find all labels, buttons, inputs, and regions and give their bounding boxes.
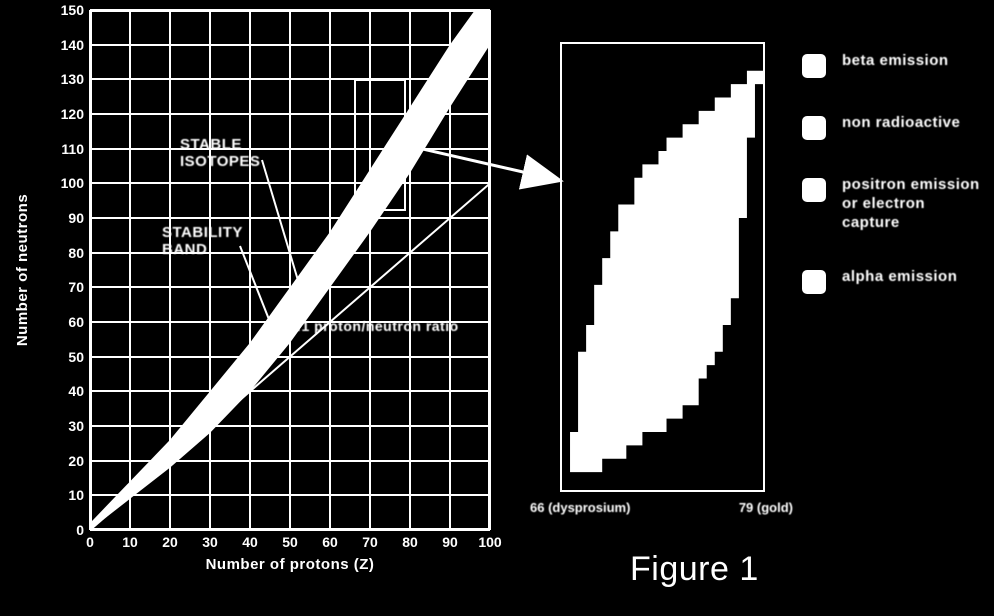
x-tick-label: 40 — [242, 534, 258, 550]
legend-item: alpha emission — [802, 268, 987, 294]
y-tick-label: 130 — [61, 71, 84, 87]
y-axis-label: Number of neutrons — [14, 10, 31, 530]
ratio-line-label: 1:1 proton/neutron ratio — [288, 318, 459, 334]
detail-x-left: 66 (dysprosium) — [530, 500, 630, 515]
legend-label: non radioactive — [842, 114, 960, 133]
y-tick-label: 140 — [61, 37, 84, 53]
y-tick-label: 60 — [68, 314, 84, 330]
legend-swatch — [802, 54, 826, 78]
y-tick-label: 120 — [61, 106, 84, 122]
y-tick-label: 70 — [68, 279, 84, 295]
callout-stability-band: STABILITY BAND — [162, 224, 243, 258]
y-tick-label: 40 — [68, 383, 84, 399]
x-tick-label: 50 — [282, 534, 298, 550]
legend: beta emission non radioactive positron emi… — [802, 52, 987, 330]
x-tick-label: 90 — [442, 534, 458, 550]
callout-line: ISOTOPES — [180, 153, 260, 170]
legend-item: beta emission — [802, 52, 987, 78]
detail-x-right: 79 (gold) — [739, 500, 793, 515]
detail-shape — [562, 44, 763, 490]
legend-item: positron emissionor electron capture — [802, 176, 987, 232]
legend-swatch — [802, 116, 826, 140]
detail-x-labels: 66 (dysprosium) 79 (gold) — [560, 500, 765, 520]
legend-label: alpha emission — [842, 268, 957, 287]
callout-line: STABLE — [180, 136, 242, 153]
y-tick-label: 90 — [68, 210, 84, 226]
zoom-region-box — [354, 79, 406, 211]
callout-line: STABILITY — [162, 224, 243, 241]
plot-area: STABLE ISOTOPES STABILITY BAND 1:1 proto… — [90, 10, 490, 530]
figure-stage: Number of neutrons STABLE ISOTOPES STABI… — [0, 0, 994, 616]
x-tick-label: 30 — [202, 534, 218, 550]
x-tick-label: 0 — [86, 534, 94, 550]
legend-label: beta emission — [842, 52, 949, 71]
x-tick-label: 80 — [402, 534, 418, 550]
legend-label: positron emissionor electron capture — [842, 176, 987, 232]
x-tick-label: 20 — [162, 534, 178, 550]
callout-stable-isotopes: STABLE ISOTOPES — [180, 136, 260, 170]
x-tick-label: 10 — [122, 534, 138, 550]
callout-line: BAND — [162, 241, 243, 258]
y-tick-label: 80 — [68, 245, 84, 261]
y-tick-label: 110 — [61, 141, 84, 157]
x-axis-label: Number of protons (Z) — [90, 556, 490, 573]
legend-swatch — [802, 270, 826, 294]
y-tick-label: 0 — [76, 522, 84, 538]
y-tick-label: 150 — [61, 2, 84, 18]
stability-chart: Number of neutrons STABLE ISOTOPES STABI… — [10, 0, 510, 600]
y-tick-label: 100 — [61, 175, 84, 191]
y-tick-label: 30 — [68, 418, 84, 434]
y-axis-ticks: 0102030405060708090100110120130140150 — [40, 10, 84, 530]
x-axis-ticks: 0102030405060708090100 — [90, 534, 490, 554]
legend-item: non radioactive — [802, 114, 987, 140]
x-tick-label: 100 — [478, 534, 501, 550]
y-tick-label: 10 — [68, 487, 84, 503]
x-tick-label: 60 — [322, 534, 338, 550]
legend-swatch — [802, 178, 826, 202]
figure-title: Figure 1 — [630, 550, 759, 589]
detail-panel — [560, 42, 765, 492]
y-tick-label: 50 — [68, 349, 84, 365]
y-tick-label: 20 — [68, 453, 84, 469]
plot-border — [90, 10, 490, 530]
x-tick-label: 70 — [362, 534, 378, 550]
